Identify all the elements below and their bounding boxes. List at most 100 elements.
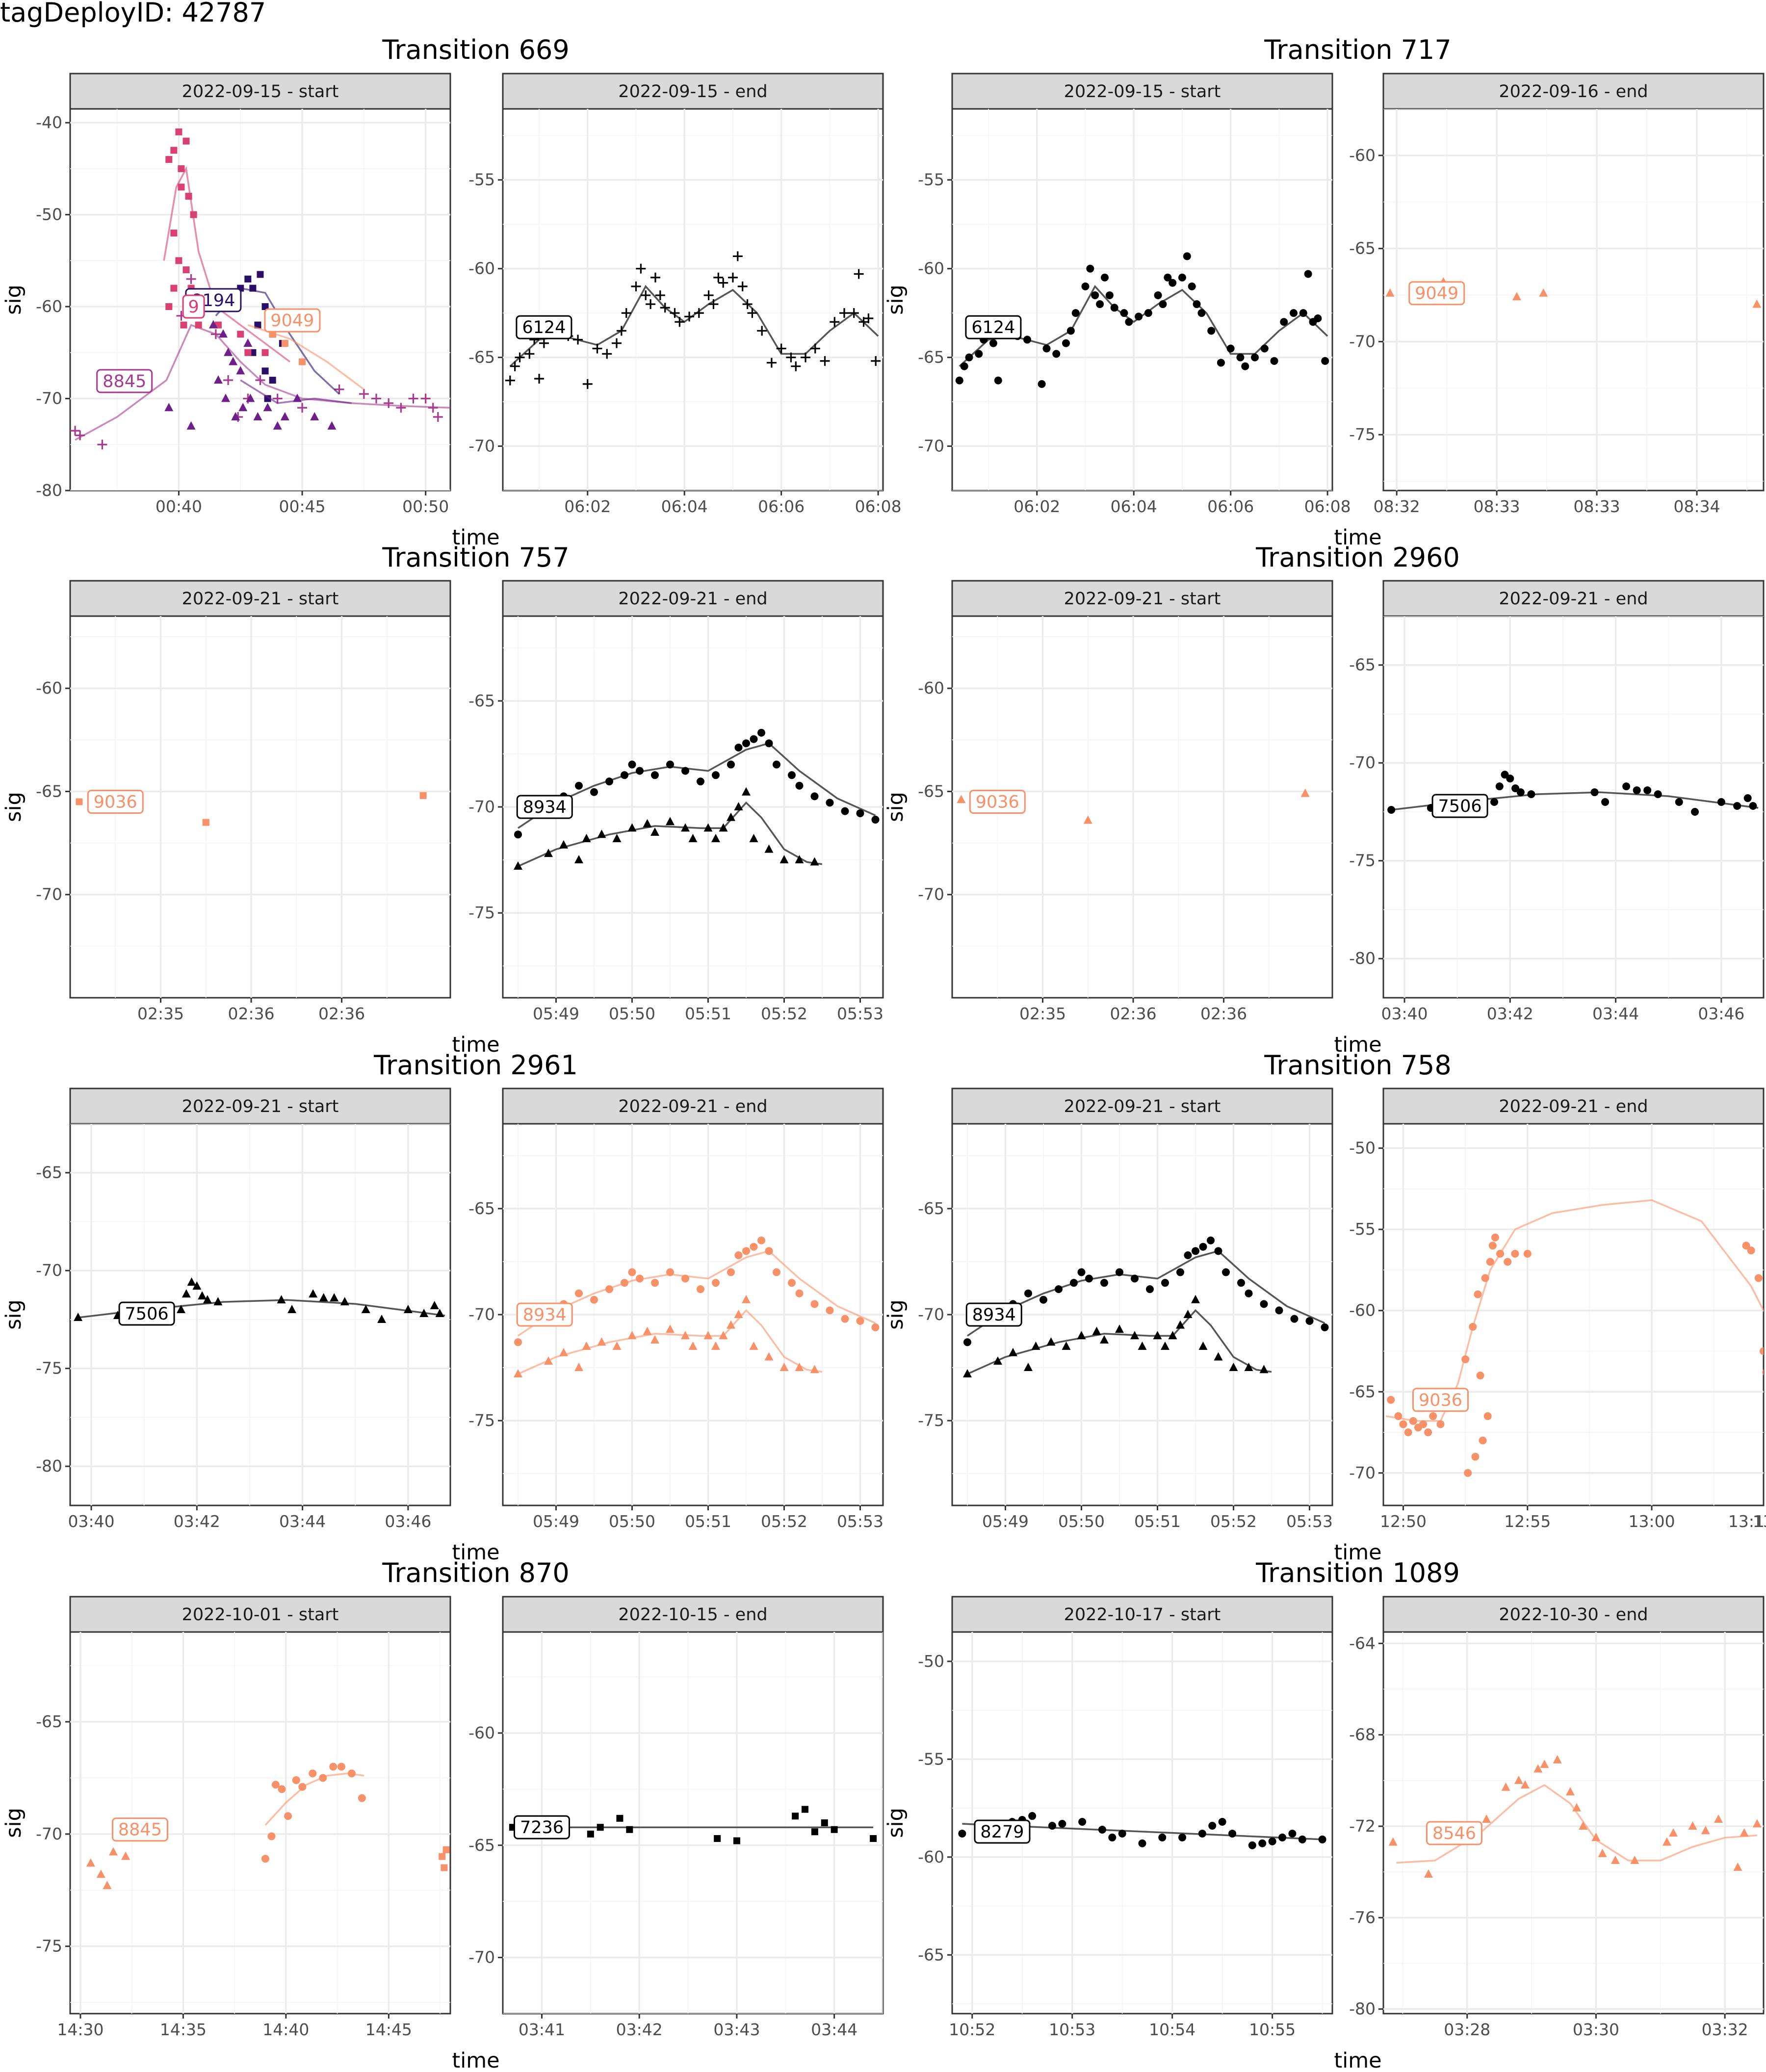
x-tick-label: 05:52	[1210, 1512, 1257, 1531]
data-point	[675, 317, 685, 327]
grid	[952, 109, 1332, 491]
facet-strip-label: 2022-09-21 - start	[182, 1097, 339, 1116]
x-tick-label: 05:51	[685, 1512, 731, 1531]
data-point	[732, 251, 743, 261]
data-point	[1098, 1825, 1106, 1834]
data-point	[1760, 1347, 1764, 1355]
data-point	[727, 272, 738, 283]
data-point	[1100, 1279, 1108, 1287]
data-point	[1024, 1363, 1033, 1372]
data-point	[734, 1251, 743, 1259]
data-point	[299, 358, 306, 365]
data-point	[281, 340, 288, 347]
x-tick-label: 05:51	[1134, 1512, 1181, 1531]
data-point	[1622, 782, 1631, 791]
data-point	[1071, 309, 1080, 317]
data-point	[573, 335, 583, 345]
y-tick-label: -70	[36, 885, 62, 904]
data-point	[1077, 1331, 1086, 1340]
data-point	[681, 1331, 690, 1340]
data-point	[749, 833, 758, 842]
data-point	[280, 412, 289, 421]
x-tick-label: 06:06	[758, 497, 805, 516]
data-point	[319, 1774, 327, 1782]
y-tick-label: -80	[1349, 949, 1376, 968]
data-point	[1023, 336, 1032, 344]
data-point	[236, 366, 245, 375]
data-point	[361, 1305, 370, 1314]
data-point	[597, 1337, 606, 1346]
data-point	[559, 840, 568, 849]
smooth-curve	[518, 1250, 876, 1337]
data-point	[1579, 1821, 1588, 1830]
data-point	[229, 357, 238, 365]
x-axis-title: time	[1334, 2048, 1381, 2072]
grid	[503, 109, 883, 491]
data-point	[839, 308, 850, 318]
data-point	[1488, 1242, 1497, 1250]
y-tick-label: -75	[918, 1411, 944, 1430]
data-point	[1120, 309, 1128, 317]
facet-strip-label: 2022-10-30 - end	[1499, 1605, 1648, 1625]
facet-strip	[1382, 1596, 1765, 1633]
data-point	[958, 1829, 966, 1838]
data-point	[244, 275, 252, 283]
data-point	[1164, 273, 1172, 282]
data-point	[330, 1293, 339, 1302]
y-axis-title: sig	[883, 285, 908, 315]
data-point	[742, 1247, 750, 1255]
data-point	[810, 1365, 819, 1373]
x-tick-label: 10:52	[949, 2020, 995, 2039]
data-point	[703, 290, 714, 300]
x-tick-label: 06:06	[1207, 497, 1254, 516]
x-tick-label: 14:40	[262, 2020, 309, 2039]
facet-strip-label: 2022-09-21 - end	[1499, 1097, 1648, 1116]
y-tick-label: -70	[1349, 1463, 1376, 1482]
series-label-box	[516, 795, 573, 819]
data-point	[742, 1295, 751, 1303]
data-point	[1275, 1306, 1283, 1315]
data-point	[327, 421, 337, 430]
y-tick-label: -60	[918, 678, 944, 698]
data-point	[1236, 353, 1245, 362]
grid	[70, 1632, 450, 2014]
facet-strip	[69, 580, 451, 617]
data-point	[1304, 270, 1312, 278]
y-tick-label: -70	[36, 1824, 62, 1843]
data-point	[1495, 782, 1504, 791]
x-tick-label: 03:32	[1702, 2020, 1748, 2039]
y-tick-label: -80	[36, 481, 62, 500]
data-point	[747, 308, 757, 318]
data-point	[1100, 1335, 1109, 1344]
data-point	[195, 321, 202, 329]
x-axis-title: time	[452, 525, 499, 550]
transition-title: Transition 2961	[373, 1050, 578, 1081]
x-tick-label: 02:36	[1110, 1004, 1156, 1023]
x-axis-title: time	[1334, 1033, 1381, 1057]
data-point	[1662, 1837, 1671, 1846]
data-point	[187, 1277, 196, 1286]
data-point	[734, 743, 743, 751]
series-label-box	[516, 1302, 573, 1327]
x-tick-label: 00:40	[156, 497, 202, 516]
data-point	[643, 1326, 652, 1335]
data-point	[377, 1314, 387, 1323]
facet-strip-label: 2022-09-21 - end	[1499, 589, 1648, 609]
data-point	[602, 349, 612, 359]
facet-strip	[951, 1596, 1333, 1633]
x-tick-label: 14:45	[365, 2020, 412, 2039]
data-point	[646, 299, 656, 310]
x-tick-label: 02:36	[228, 1004, 274, 1023]
x-tick-label: 10:55	[1249, 2020, 1296, 2039]
data-point	[776, 343, 786, 354]
x-axis-title: time	[452, 1540, 499, 1565]
data-point	[1504, 1258, 1512, 1266]
data-point	[788, 771, 796, 779]
x-tick-label: 13:00	[1629, 1512, 1675, 1531]
transition-title: Transition 2960	[1255, 542, 1460, 573]
x-tick-label: 10:53	[1049, 2020, 1095, 2039]
y-tick-label: -60	[1349, 1301, 1376, 1320]
data-point	[1300, 788, 1310, 797]
data-point	[831, 1826, 838, 1833]
data-point	[714, 1835, 721, 1842]
